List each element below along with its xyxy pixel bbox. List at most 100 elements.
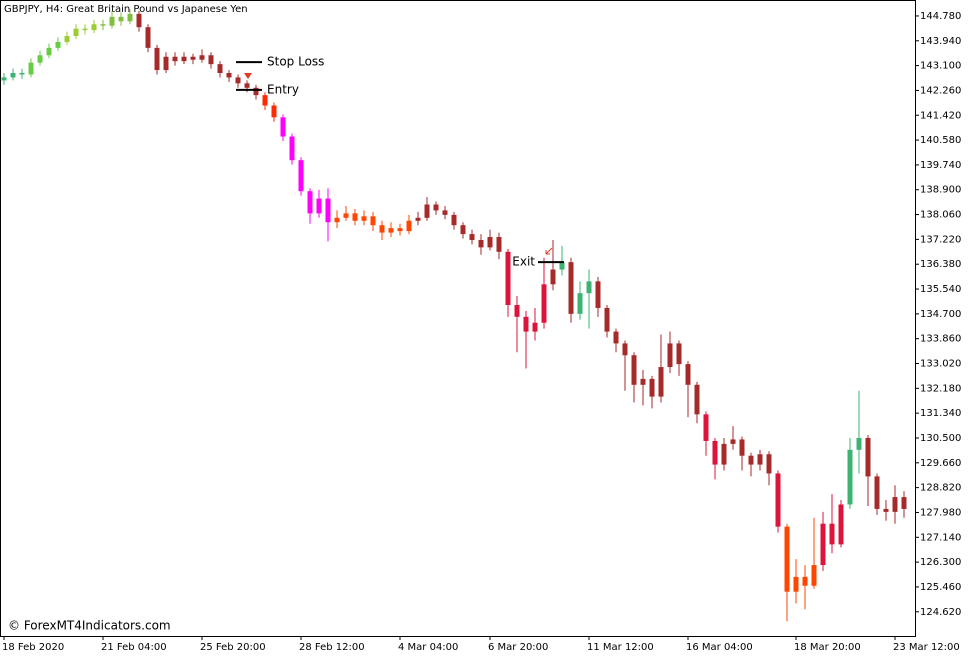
candle-body [802, 576, 808, 586]
candle-body [424, 204, 430, 218]
candle-body [487, 237, 493, 248]
candle-body [775, 473, 781, 527]
candle-body [829, 523, 835, 545]
candle-body [604, 307, 610, 332]
candle-body [766, 454, 772, 474]
candle-body [577, 293, 583, 314]
candle-body [46, 47, 52, 56]
y-tick-label: 128.820 [920, 483, 961, 494]
y-tick-label: 133.020 [920, 359, 961, 370]
candle-body [352, 213, 358, 221]
candle-body [19, 72, 25, 75]
candle-body [784, 526, 790, 592]
candle-body [406, 220, 412, 232]
candle-body [1, 77, 7, 81]
candle-body [271, 105, 277, 118]
candle-body [676, 343, 682, 365]
candle-body [820, 523, 826, 566]
y-tick-label: 144.780 [920, 11, 961, 22]
candle-body [721, 443, 727, 465]
candle-body [397, 228, 403, 232]
y-tick-label: 125.460 [920, 582, 961, 593]
candle-body [892, 497, 898, 512]
candle-body [199, 55, 205, 60]
candle-body [550, 269, 556, 285]
x-tick-label: 18 Mar 20:00 [794, 642, 861, 653]
candle-body [730, 439, 736, 444]
candle-body [685, 364, 691, 385]
candle-body [451, 214, 457, 226]
candle-body [901, 497, 907, 509]
candle-body [37, 55, 43, 63]
candle-body [883, 508, 889, 512]
candle-body [307, 191, 313, 214]
candle-body [586, 281, 592, 294]
y-tick-label: 142.260 [920, 85, 961, 96]
x-tick-label: 23 Mar 12:00 [893, 642, 960, 653]
candle-body [748, 455, 754, 465]
watermark: © ForexMT4Indicators.com [8, 619, 171, 633]
x-tick-label: 21 Feb 04:00 [101, 642, 167, 653]
candle-body [109, 16, 115, 26]
candle-body [100, 24, 106, 26]
candle-body [136, 13, 142, 28]
y-tick-label: 130.500 [920, 433, 961, 444]
x-tick-label: 4 Mar 04:00 [398, 642, 458, 653]
candle-body [298, 160, 304, 192]
candle-body [325, 198, 331, 223]
x-tick-label: 18 Feb 2020 [2, 642, 64, 653]
candle-body [172, 56, 178, 62]
candle-body [235, 77, 241, 84]
exit-arrow [545, 247, 553, 255]
chart-title: GBPJPY, H4: Great Britain Pound vs Japan… [4, 4, 248, 15]
y-tick-label: 127.980 [920, 507, 961, 518]
candle-body [370, 216, 376, 226]
candle-body [217, 64, 223, 73]
candle-body [865, 437, 871, 477]
candle-body [811, 565, 817, 586]
candle-body [631, 355, 637, 385]
candle-body [190, 56, 196, 60]
plot-frame [0, 0, 916, 637]
candle-body [838, 504, 844, 545]
candle-body [559, 262, 565, 270]
x-tick-label: 6 Mar 20:00 [488, 642, 548, 653]
candle-body [847, 449, 853, 505]
candle-body [532, 322, 538, 332]
candle-body [874, 476, 880, 509]
candle-body [856, 437, 862, 450]
candle-body [262, 95, 268, 106]
candle-body [739, 439, 745, 456]
candle-body [514, 304, 520, 317]
level-label: Stop Loss [267, 55, 324, 69]
candle-body [316, 198, 322, 214]
candle-body [442, 210, 448, 215]
candle-body [55, 41, 61, 48]
candle-body [361, 216, 367, 221]
candle-body [10, 72, 16, 78]
candle-body [496, 237, 502, 252]
candle-body [334, 217, 340, 223]
candle-body [28, 62, 34, 75]
candle-body [73, 28, 79, 37]
candle-body [289, 136, 295, 161]
y-tick-label: 138.060 [920, 210, 961, 221]
y-tick-label: 141.420 [920, 110, 961, 121]
candle-body [379, 225, 385, 233]
y-tick-label: 124.620 [920, 607, 961, 618]
y-tick-label: 131.340 [920, 408, 961, 419]
candle-body [505, 251, 511, 305]
candle-body [82, 28, 88, 31]
x-tick-label: 11 Mar 12:00 [587, 642, 654, 653]
y-tick-label: 135.540 [920, 284, 961, 295]
candle-body [415, 217, 421, 221]
y-tick-label: 140.580 [920, 135, 961, 146]
candle-body [127, 13, 133, 22]
candle-body [613, 331, 619, 344]
candle-body [208, 55, 214, 65]
candle-body [181, 56, 187, 62]
y-tick-label: 136.380 [920, 259, 961, 270]
x-tick-label: 28 Feb 12:00 [299, 642, 365, 653]
